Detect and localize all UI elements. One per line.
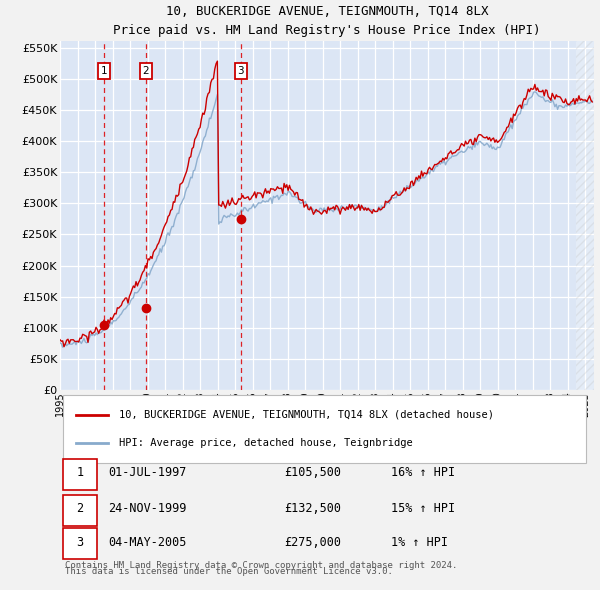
Text: 15% ↑ HPI: 15% ↑ HPI [391, 502, 455, 515]
Text: £105,500: £105,500 [284, 467, 341, 480]
Text: 10, BUCKERIDGE AVENUE, TEIGNMOUTH, TQ14 8LX (detached house): 10, BUCKERIDGE AVENUE, TEIGNMOUTH, TQ14 … [119, 409, 494, 419]
Text: 01-JUL-1997: 01-JUL-1997 [108, 467, 187, 480]
Text: 1: 1 [100, 66, 107, 76]
Text: This data is licensed under the Open Government Licence v3.0.: This data is licensed under the Open Gov… [65, 568, 393, 576]
FancyBboxPatch shape [62, 529, 97, 559]
FancyBboxPatch shape [62, 459, 97, 490]
FancyBboxPatch shape [62, 395, 586, 463]
Text: 2: 2 [76, 502, 83, 515]
Title: 10, BUCKERIDGE AVENUE, TEIGNMOUTH, TQ14 8LX
Price paid vs. HM Land Registry's Ho: 10, BUCKERIDGE AVENUE, TEIGNMOUTH, TQ14 … [113, 5, 541, 37]
Text: 3: 3 [238, 66, 244, 76]
Text: 04-MAY-2005: 04-MAY-2005 [108, 536, 187, 549]
Text: £275,000: £275,000 [284, 536, 341, 549]
Text: 3: 3 [76, 536, 83, 549]
Text: £132,500: £132,500 [284, 502, 341, 515]
Bar [577, 41, 594, 391]
Text: 1% ↑ HPI: 1% ↑ HPI [391, 536, 448, 549]
Text: 1: 1 [76, 467, 83, 480]
Text: 16% ↑ HPI: 16% ↑ HPI [391, 467, 455, 480]
FancyBboxPatch shape [62, 494, 97, 526]
Text: HPI: Average price, detached house, Teignbridge: HPI: Average price, detached house, Teig… [119, 438, 412, 448]
Text: 2: 2 [142, 66, 149, 76]
Text: Contains HM Land Registry data © Crown copyright and database right 2024.: Contains HM Land Registry data © Crown c… [65, 560, 458, 569]
Text: 24-NOV-1999: 24-NOV-1999 [108, 502, 187, 515]
